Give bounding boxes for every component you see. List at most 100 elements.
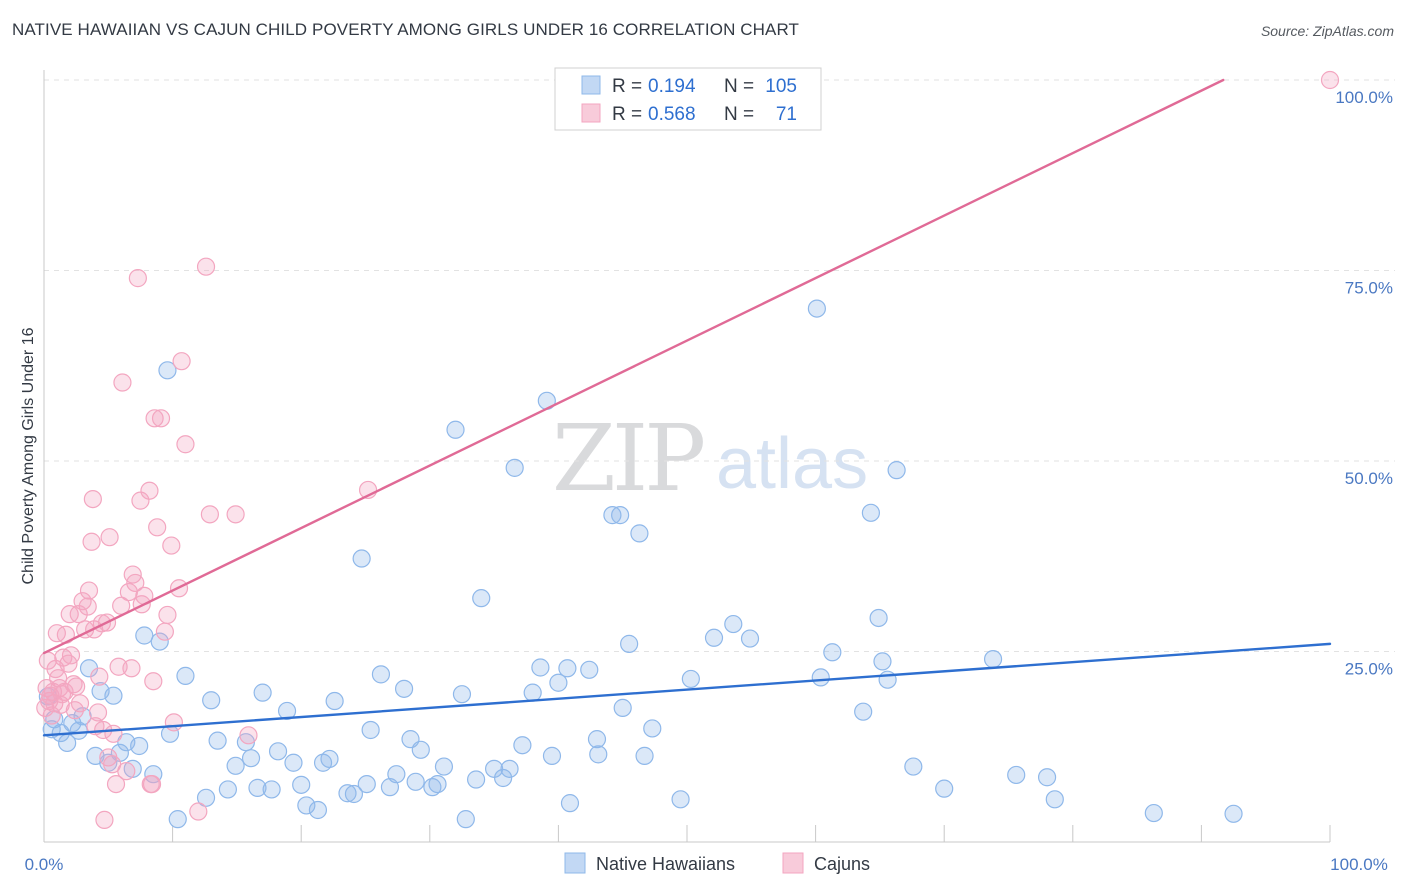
point-cajuns-27 [78,597,97,616]
point-native-hawaiians-25 [202,691,221,710]
point-cajuns-63 [155,622,174,641]
point-cajuns-59 [144,672,163,691]
point-native-hawaiians-28 [226,756,245,775]
point-cajuns-66 [164,713,183,732]
series-native-hawaiians-points [38,299,1243,829]
point-cajuns-24 [70,694,90,713]
point-native-hawaiians-44 [344,784,364,804]
watermark: ZIP atlas [552,405,868,512]
point-native-hawaiians-95 [869,608,888,628]
point-native-hawaiians-71 [542,746,562,765]
point-native-hawaiians-43 [338,784,357,803]
point-native-hawaiians-74 [560,794,580,813]
point-native-hawaiians-41 [320,749,339,769]
point-native-hawaiians-26 [208,731,227,750]
point-native-hawaiians-82 [630,524,649,543]
trend-line-cajuns [42,78,1225,655]
point-cajuns-40 [100,528,119,547]
chart-source: Source: ZipAtlas.com [1260,23,1394,39]
point-native-hawaiians-45 [352,549,371,568]
point-native-hawaiians-35 [277,701,297,721]
x-tick-label-min: 0.0% [25,855,64,874]
point-native-hawaiians-46 [357,774,376,794]
point-native-hawaiians-53 [406,772,425,791]
point-cajuns-64 [158,605,177,625]
point-native-hawaiians-61 [466,770,486,789]
point-native-hawaiians-60 [456,810,475,829]
point-cajuns-68 [172,352,191,371]
point-cajuns-37 [95,810,114,830]
point-native-hawaiians-58 [446,420,465,439]
chart-title: NATIVE HAWAIIAN VS CAJUN CHILD POVERTY A… [12,20,800,39]
stats-box: R = 0.194 N = 105 R = 0.568 N = 71 [554,67,822,131]
point-native-hawaiians-27 [218,780,237,799]
legend-label-native-hawaiians: Native Hawaiians [596,854,735,874]
point-cajuns-52 [128,269,147,288]
point-cajuns-58 [142,774,162,794]
point-native-hawaiians-104 [1045,790,1064,809]
point-native-hawaiians-65 [500,759,519,778]
point-native-hawaiians-102 [1007,765,1026,785]
x-tick-label-max: 100.0% [1330,855,1388,874]
point-native-hawaiians-80 [613,698,632,717]
point-native-hawaiians-106 [1224,804,1243,823]
legend-swatch-cajuns [782,852,804,874]
point-native-hawaiians-93 [854,702,873,721]
point-native-hawaiians-17 [135,626,154,645]
stats-r-label-1: R = [612,76,642,97]
point-native-hawaiians-62 [472,589,491,608]
point-native-hawaiians-76 [587,730,607,749]
point-native-hawaiians-72 [549,673,568,692]
point-native-hawaiians-6 [69,721,88,740]
x-axis-ticks [172,825,1331,842]
point-native-hawaiians-57 [434,757,454,776]
point-native-hawaiians-94 [861,503,880,522]
point-native-hawaiians-68 [523,683,542,702]
point-cajuns-74 [239,726,258,745]
stats-swatch-native-hawaiians [581,75,601,95]
y-axis-tick-labels: 25.0% 50.0% 75.0% 100.0% [1335,88,1393,679]
point-cajuns-13 [52,685,72,704]
point-cajuns-42 [104,724,123,743]
point-cajuns-20 [64,675,83,694]
stats-n-label-2: N = [724,104,754,125]
point-native-hawaiians-96 [873,652,892,671]
point-cajuns-69 [176,435,195,454]
point-native-hawaiians-56 [428,774,447,794]
point-cajuns-22 [67,677,86,696]
point-cajuns-46 [113,373,132,392]
point-native-hawaiians-103 [1037,768,1057,787]
point-native-hawaiians-77 [589,745,608,764]
point-native-hawaiians-66 [505,458,524,477]
point-native-hawaiians-101 [983,650,1003,669]
watermark-zip: ZIP [552,405,703,512]
point-native-hawaiians-30 [241,749,261,768]
stats-n-label-1: N = [724,76,754,97]
point-cajuns-65 [162,536,181,555]
stats-n-value-1: 105 [765,76,797,97]
stats-swatch-cajuns [581,103,601,123]
point-cajuns-53 [131,491,150,510]
legend: Native Hawaiians Cajuns [564,852,870,874]
point-cajuns-73 [226,505,245,524]
point-native-hawaiians-37 [292,775,311,794]
point-native-hawaiians-99 [904,757,923,776]
point-native-hawaiians-33 [262,780,281,799]
point-native-hawaiians-24 [196,788,216,807]
point-native-hawaiians-92 [823,643,842,662]
point-native-hawaiians-81 [620,634,639,653]
point-native-hawaiians-31 [248,778,267,797]
point-native-hawaiians-87 [704,628,724,647]
point-native-hawaiians-98 [887,461,906,480]
point-native-hawaiians-39 [308,800,328,820]
point-cajuns-47 [117,762,136,781]
point-cajuns-25 [73,592,92,611]
point-native-hawaiians-34 [268,742,288,761]
point-native-hawaiians-75 [580,660,599,679]
point-native-hawaiians-100 [935,779,954,798]
point-native-hawaiians-84 [643,719,662,738]
point-cajuns-43 [106,774,126,794]
point-cajuns-62 [151,409,171,428]
point-native-hawaiians-47 [361,720,380,740]
